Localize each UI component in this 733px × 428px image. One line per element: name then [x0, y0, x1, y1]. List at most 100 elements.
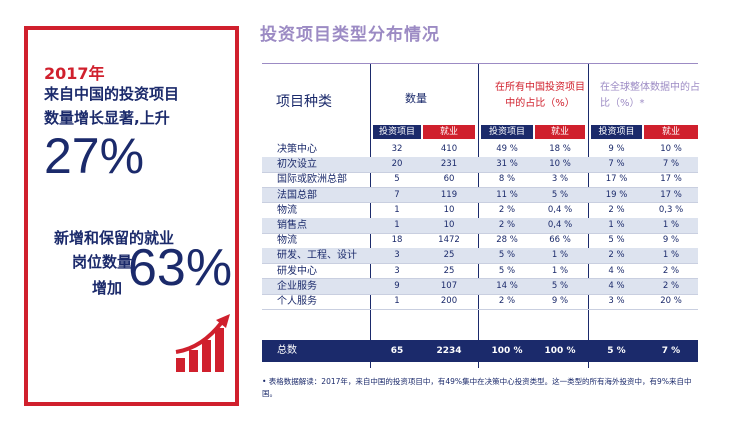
- header-project-type: 项目种类: [276, 94, 332, 110]
- table-cell: 119: [440, 189, 458, 200]
- table-cell: 60: [443, 174, 455, 185]
- jobs-line-3: 增加: [92, 279, 123, 297]
- table-cell: 5 %: [498, 265, 516, 276]
- table-cell: 28 %: [496, 235, 518, 246]
- table-cell: 1: [394, 296, 400, 306]
- table-row: 企业服务 9 107 14 % 5 % 4 % 2 %: [262, 278, 698, 294]
- table-cell: 49 %: [496, 144, 518, 154]
- table-cell: 1: [394, 220, 400, 230]
- highlight-panel: 2017年 来自中国的投资项目 数量增长显著,上升 27% 新增和保留的就业 岗…: [24, 26, 239, 406]
- table-row: 物流 1 10 2 % 0,4 % 2 % 0,3 %: [262, 203, 698, 218]
- table-cell: 8 %: [498, 174, 516, 185]
- row-label: 初次设立: [277, 159, 317, 171]
- table-row: 法国总部 7 119 11 % 5 % 19 % 17 %: [262, 187, 698, 203]
- panel-line-2: 数量增长显著,上升: [44, 109, 170, 127]
- table-cell: 25: [443, 250, 455, 261]
- column-divider: [370, 64, 371, 368]
- total-projects: 65: [390, 346, 404, 356]
- header-global-share: 在全球整体数据中的占比（%）*: [600, 82, 700, 109]
- table-cell: 2 %: [498, 296, 516, 306]
- row-label: 物流: [277, 235, 297, 247]
- subheader-projects: 投资项目: [481, 125, 533, 139]
- table-cell: 20: [391, 159, 403, 170]
- table-cell: 0,4 %: [547, 220, 573, 230]
- subheader-projects: 投资项目: [591, 125, 642, 139]
- table-cell: 4 %: [608, 265, 625, 276]
- row-label: 法国总部: [277, 189, 317, 201]
- table-cell: 9 %: [551, 296, 569, 306]
- table-cell: 5 %: [551, 189, 569, 200]
- table-cell: 4 %: [608, 280, 625, 291]
- subheader-jobs: 就业: [423, 125, 475, 139]
- table-cell: 2 %: [608, 204, 625, 215]
- total-china-jobs-share: 100 %: [544, 346, 576, 356]
- table-row: 个人服务 1 200 2 % 9 % 3 % 20 %: [262, 294, 698, 309]
- table-cell: 1472: [438, 235, 460, 246]
- table-cell: 31 %: [496, 159, 518, 170]
- subheader-jobs: 就业: [644, 125, 698, 139]
- table-cell: 200: [440, 296, 458, 306]
- table-cell: 17 %: [660, 174, 682, 185]
- table-cell: 10 %: [549, 159, 571, 170]
- table-cell: 9: [394, 280, 400, 291]
- header-count: 数量: [405, 92, 427, 105]
- jobs-line-1: 新增和保留的就业: [54, 229, 175, 247]
- table-cell: 2 %: [498, 220, 516, 230]
- table-row: 初次设立 20 231 31 % 10 % 7 % 7 %: [262, 157, 698, 173]
- table-cell: 17 %: [660, 189, 682, 200]
- page-title: 投资项目类型分布情况: [260, 25, 440, 45]
- total-label: 总数: [277, 345, 297, 356]
- row-label: 个人服务: [277, 296, 317, 307]
- table-cell: 14 %: [496, 280, 518, 291]
- table-row: 研发、工程、设计 3 25 5 % 1 % 2 % 1 %: [262, 248, 698, 264]
- table-cell: 1: [394, 204, 400, 215]
- project-growth-figure: 27%: [44, 128, 145, 184]
- table-cell: 3 %: [608, 296, 625, 306]
- table-cell: 0,4 %: [547, 204, 573, 215]
- table-cell: 107: [440, 280, 458, 291]
- row-divider: [262, 308, 698, 310]
- table-cell: 10: [443, 204, 455, 215]
- table-cell: 18 %: [549, 144, 571, 154]
- panel-year: 2017年: [44, 64, 105, 83]
- subheader-projects: 投资项目: [373, 125, 421, 139]
- table-cell: 3: [394, 250, 400, 261]
- table-cell: 10: [443, 220, 455, 230]
- table-cell: 5: [394, 174, 400, 185]
- table-cell: 19 %: [605, 189, 628, 200]
- row-label: 物流: [277, 204, 297, 216]
- table-cell: 231: [440, 159, 458, 170]
- row-divider: [262, 171, 698, 173]
- table-top-rule: [262, 63, 698, 64]
- table-cell: 2 %: [662, 280, 680, 291]
- total-global-projects-share: 5 %: [607, 346, 626, 356]
- table-cell: 66 %: [549, 235, 571, 246]
- table-cell: 17 %: [605, 174, 628, 185]
- table-cell: 410: [440, 144, 458, 154]
- table-cell: 3: [394, 265, 400, 276]
- table-cell: 1 %: [608, 220, 625, 230]
- table-footnote: • 表格数据解读：2017年，来自中国的投资项目中，有49%集中在决策中心投资类…: [262, 377, 692, 398]
- table-cell: 2 %: [498, 204, 516, 215]
- panel-line-1: 来自中国的投资项目: [44, 85, 180, 103]
- table-cell: 7: [394, 189, 400, 200]
- table-cell: 7 %: [608, 159, 625, 170]
- table-cell: 5 %: [551, 280, 569, 291]
- table-cell: 10 %: [660, 144, 682, 154]
- table-cell: 1 %: [662, 220, 680, 230]
- table-cell: 7 %: [662, 159, 680, 170]
- row-divider: [262, 202, 698, 204]
- jobs-growth-figure: 63%: [128, 239, 233, 297]
- table-cell: 9 %: [662, 235, 680, 246]
- table-row: 研发中心 3 25 5 % 1 % 4 % 2 %: [262, 264, 698, 279]
- row-label: 企业服务: [277, 280, 317, 292]
- row-divider: [262, 232, 698, 234]
- column-divider: [478, 64, 479, 368]
- table-cell: 5 %: [498, 250, 516, 261]
- table-row: 物流 18 1472 28 % 66 % 5 % 9 %: [262, 233, 698, 248]
- table-cell: 25: [443, 265, 455, 276]
- table-cell: 9 %: [608, 144, 625, 154]
- table-row: 销售点 1 10 2 % 0,4 % 1 % 1 %: [262, 218, 698, 233]
- table-cell: 2 %: [662, 265, 680, 276]
- jobs-line-2: 岗位数量: [72, 253, 133, 271]
